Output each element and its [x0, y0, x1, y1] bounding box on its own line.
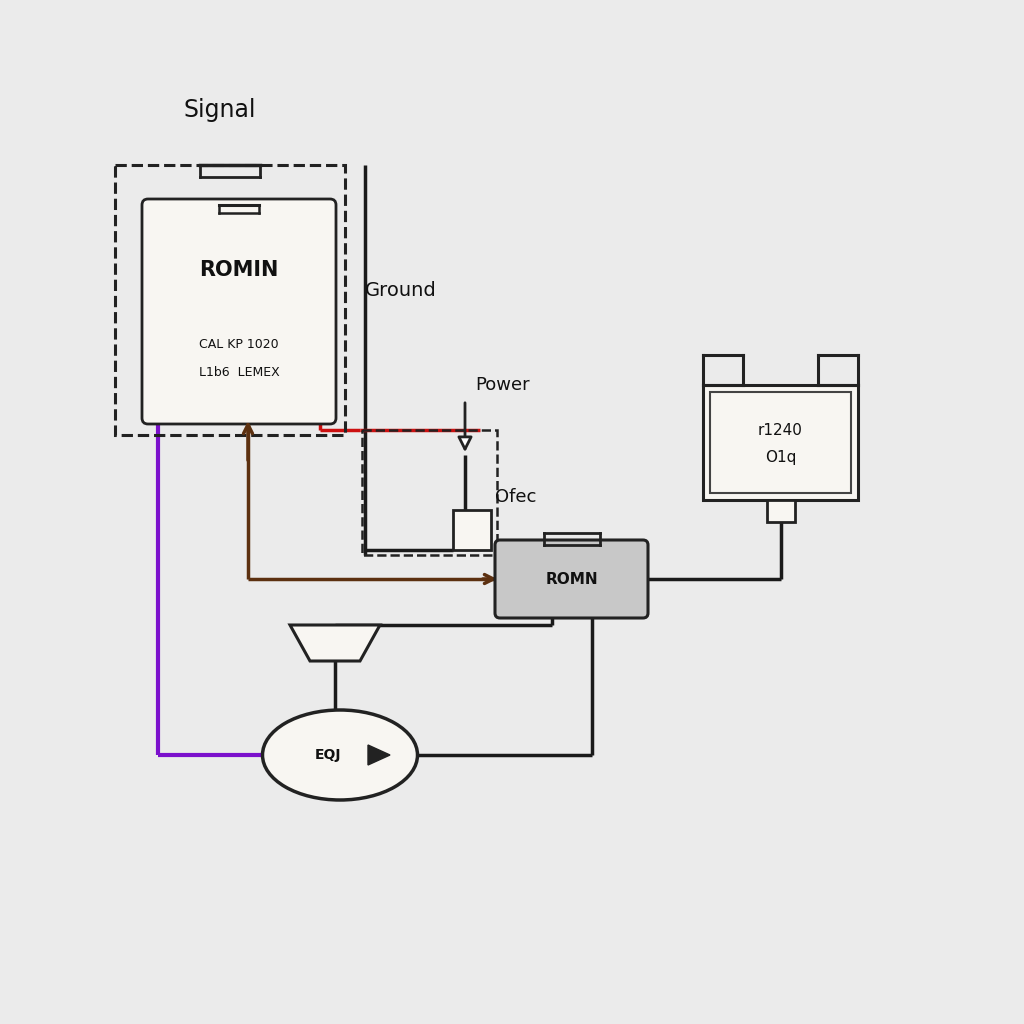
- Polygon shape: [368, 745, 390, 765]
- FancyBboxPatch shape: [767, 500, 795, 522]
- Ellipse shape: [262, 710, 418, 800]
- FancyBboxPatch shape: [703, 385, 858, 500]
- Text: Ofec: Ofec: [495, 488, 537, 506]
- Text: CAL KP 1020: CAL KP 1020: [200, 339, 279, 351]
- Text: EQJ: EQJ: [314, 748, 341, 762]
- Text: ROMN: ROMN: [545, 571, 598, 587]
- Text: Power: Power: [475, 376, 529, 394]
- Text: ROMIN: ROMIN: [200, 260, 279, 280]
- FancyBboxPatch shape: [495, 540, 648, 618]
- FancyBboxPatch shape: [453, 510, 490, 550]
- Text: Ground: Ground: [365, 281, 437, 299]
- Text: r1240: r1240: [758, 423, 803, 438]
- Polygon shape: [290, 625, 380, 662]
- FancyBboxPatch shape: [142, 199, 336, 424]
- Text: O1q: O1q: [765, 450, 797, 465]
- Text: Signal: Signal: [183, 98, 256, 122]
- Text: L1b6  LEMEX: L1b6 LEMEX: [199, 367, 280, 380]
